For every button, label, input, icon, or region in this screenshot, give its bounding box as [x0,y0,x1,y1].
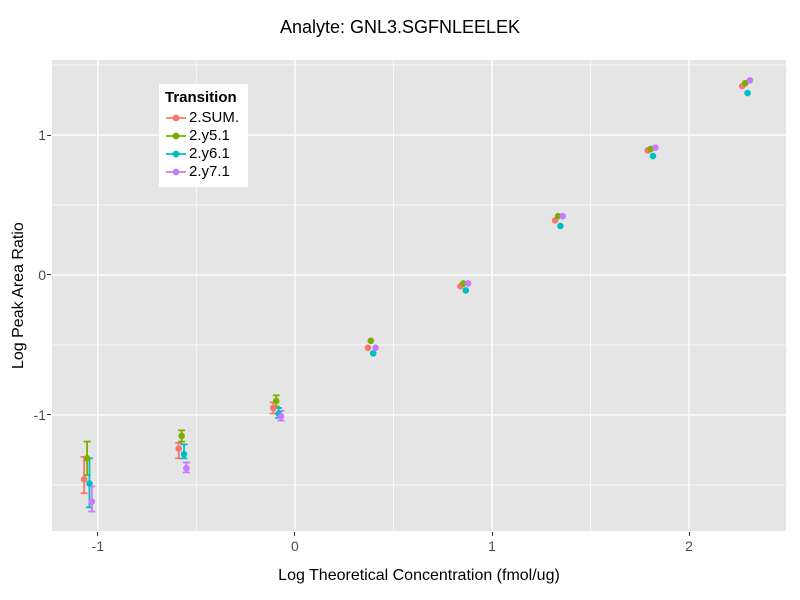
data-point [277,413,285,420]
data-point [183,464,190,472]
y-axis-tick [47,274,51,276]
y-axis-tick-label: -1 [33,406,46,423]
x-axis-tick-label: 1 [488,538,496,554]
data-point [652,144,659,151]
legend-box: Transition 2.SUM. 2.y5.1 2.y6.1 2.y7.1 [159,84,249,187]
y-axis-tick [47,134,51,136]
legend-key-icon [166,132,186,140]
data-point [372,344,379,352]
data-point [83,455,91,462]
x-axis-tick-label: 0 [291,538,299,554]
legend-key-icon [166,114,186,122]
data-point [180,450,188,458]
data-point [464,280,472,287]
legend-item: 2.y7.1 [165,163,239,181]
data-point [178,432,185,440]
legend-item-label: 2.y6.1 [189,145,230,162]
data-point [88,498,96,506]
data-point [369,350,377,357]
data-point [86,480,93,487]
data-point [364,344,372,352]
data-point [554,212,562,220]
x-axis-tick-label: 2 [685,538,693,554]
legend-item: 2.y6.1 [165,145,239,163]
legend-key-icon [166,150,186,158]
legend-item-label: 2.SUM. [189,109,240,126]
data-point [746,77,754,84]
y-axis-tick [47,414,51,416]
chart-title: Analyte: GNL3.SGFNLEELEK [279,17,521,37]
data-point [272,397,280,405]
data-point [460,280,467,287]
x-axis-tick [688,532,690,536]
data-point [649,152,657,160]
x-axis-title: Log Theoretical Concentration (fmol/ug) [278,567,560,584]
legend-item: 2.SUM. [165,109,239,127]
data-point [367,337,375,345]
data-point [462,287,470,294]
legend-item-label: 2.y7.1 [189,163,230,180]
x-axis-tick [491,532,493,536]
legend-key-icon [166,168,186,176]
data-point [559,212,567,220]
legend-item-label: 2.y5.1 [189,127,230,144]
plot-area-svg [52,60,786,531]
y-axis-tick-label: 1 [38,127,46,144]
data-point [269,404,277,412]
legend-title: Transition [165,89,237,106]
data-point [80,476,88,483]
data-point [744,89,751,97]
data-point [175,445,183,452]
x-axis-tick [97,532,99,536]
legend-items: 2.SUM. 2.y5.1 2.y6.1 2.y7.1 [165,109,239,181]
x-axis-tick-label: -1 [91,538,105,554]
legend-item: 2.y5.1 [165,127,239,145]
y-axis-tick-label: 0 [38,266,46,283]
x-axis-tick [294,532,296,536]
data-point [557,222,564,230]
